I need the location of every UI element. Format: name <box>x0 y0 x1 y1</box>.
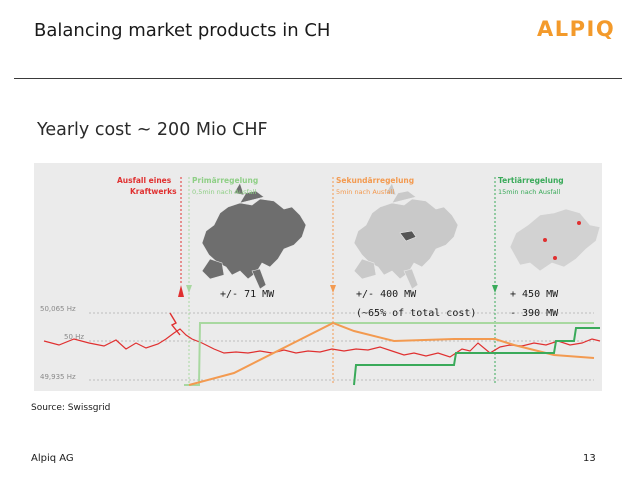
secondary-phase-title: Sekundärregelung <box>336 176 415 185</box>
source-note: Source: Swissgrid <box>31 403 111 413</box>
outage-bolt-icon <box>169 312 181 336</box>
switzerland-map <box>509 208 601 272</box>
event-arrow-icon <box>178 285 184 297</box>
secondary-cost-share: (~65% of total cost) <box>356 308 477 319</box>
slide-subtitle: Yearly cost ~ 200 Mio CHF <box>37 120 268 140</box>
title-divider <box>14 78 622 79</box>
europe-map-secondary <box>353 182 459 290</box>
slide-title: Balancing market products in CH <box>34 20 331 41</box>
tertiary-control-line <box>353 327 600 386</box>
secondary-arrow-icon <box>330 285 336 293</box>
tertiary-arrow-icon <box>492 285 498 293</box>
secondary-phase-timing: 5min nach Ausfall <box>336 188 395 196</box>
event-title-1: Ausfall eines <box>117 176 172 185</box>
event-title-2: Kraftwerks <box>130 187 177 196</box>
y-label-upper: 50,065 Hz <box>40 305 76 313</box>
alpiq-logo: ALPIQ <box>537 17 616 41</box>
plant-dot-3 <box>553 256 557 260</box>
y-label-nominal: 50 Hz <box>64 333 85 341</box>
tertiary-phase-timing: 15min nach Ausfall <box>498 188 561 196</box>
frequency-trace <box>43 328 601 358</box>
primary-phase-title: Primärregelung <box>192 176 259 185</box>
tertiary-phase-title: Tertiärregelung <box>498 176 564 185</box>
secondary-value: +/- 400 MW <box>356 289 417 300</box>
page-number: 13 <box>583 453 596 464</box>
tertiary-value-negative: - 390 MW <box>510 308 559 319</box>
figure-graphics <box>43 177 601 386</box>
primary-arrow-icon <box>186 285 192 293</box>
plant-dot-1 <box>577 221 581 225</box>
footer-company: Alpiq AG <box>31 453 74 464</box>
primary-phase-timing: 0,5min nach Ausfall <box>192 188 257 196</box>
primary-value: +/- 71 MW <box>220 289 275 300</box>
balancing-figure: 50,065 Hz 50 Hz 49,935 Hz Ausfall eines … <box>34 163 602 391</box>
secondary-control-line <box>188 321 595 386</box>
tertiary-value-positive: + 450 MW <box>510 289 559 300</box>
europe-map-primary <box>201 182 307 290</box>
primary-control-line <box>184 322 594 386</box>
y-label-lower: 49,935 Hz <box>40 373 76 381</box>
plant-dot-2 <box>543 238 547 242</box>
